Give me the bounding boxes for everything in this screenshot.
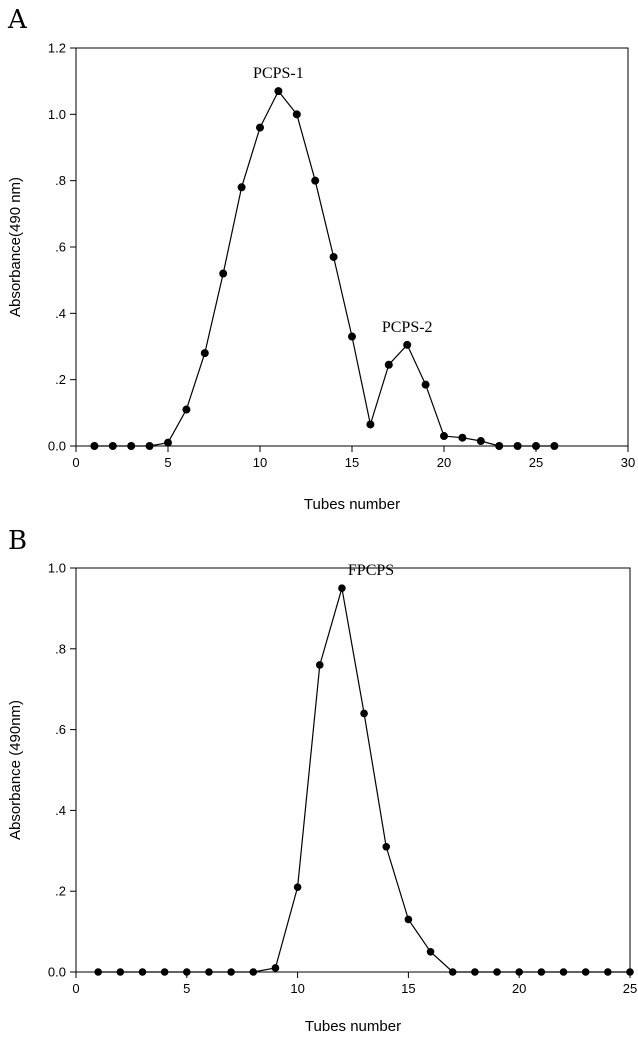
data-point [348,332,356,341]
data-point [360,709,368,718]
data-point [458,433,467,442]
peak-annotation: PCPS-2 [382,319,433,336]
data-point [626,968,634,976]
data-point [205,968,213,976]
data-point [495,442,504,450]
data-point [440,432,448,441]
data-point [127,442,136,450]
x-tick-label: 10 [290,981,304,996]
x-tick-label: 30 [621,455,635,470]
data-point [219,269,228,278]
x-tick-label: 15 [345,455,359,470]
y-tick-label: .6 [55,722,66,737]
data-point [164,438,172,447]
data-point [293,883,302,891]
data-point [271,964,280,972]
data-point [532,442,540,450]
data-point [249,968,258,976]
data-point [145,442,154,450]
data-point [292,110,301,119]
data-point [183,968,191,976]
y-tick-label: 1.0 [48,107,66,122]
chart-panel-b: B 0 5 10 15 20 25 0.0 .2 .4 .6 .8 1.0 Tubes number Abs… [7,526,637,1035]
data-point [384,360,393,369]
data-point [182,405,191,414]
plot-frame [75,567,631,973]
y-tick-label: .2 [55,884,66,899]
y-tick-label: .2 [55,372,66,387]
data-point [559,968,568,976]
y-axis-label: Absorbance (490nm) [7,700,24,840]
y-tick-label: .6 [55,240,66,255]
x-tick-label: 15 [401,981,415,996]
y-tick-label: 0.0 [48,965,66,980]
y-tick-label: .8 [55,173,66,188]
data-point [513,442,522,450]
peak-annotation: PCPS-1 [253,65,304,82]
data-point [94,968,102,976]
data-point [515,968,523,976]
data-point [471,968,479,976]
data-point [421,380,430,389]
peak-annotation: FPCPS [348,562,394,579]
data-point [382,842,391,851]
y-tick-label: 1.0 [48,561,66,576]
data-point [90,442,99,450]
data-point [200,349,209,358]
data-point [338,584,346,592]
data-point [116,968,125,976]
x-axis-label: Tubes number [304,496,400,513]
x-tick-label: 20 [437,455,451,470]
y-axis-label: Absorbance(490 nm) [7,177,24,317]
data-point [329,252,338,261]
data-point [138,968,147,976]
chart-panel-a: A 0 5 10 15 20 25 30 0.0 .2 .4 .6 .8 1.0 1.2 Tubes numb… [7,5,635,513]
data-point [237,183,246,192]
data-point [403,340,412,349]
y-tick-label: 0.0 [48,439,66,454]
data-point [256,123,264,132]
data-point [426,948,435,956]
panel-label: A [7,5,28,35]
data-point [476,437,485,446]
data-point [493,968,501,976]
y-tick-label: .8 [55,641,66,656]
x-tick-label: 25 [623,981,637,996]
x-tick-label: 25 [529,455,543,470]
x-tick-label: 10 [253,455,267,470]
series-line [94,89,555,447]
data-point [315,661,324,669]
data-point [581,968,590,976]
x-tick-label: 0 [72,981,79,996]
y-tick-label: 1.2 [48,41,66,56]
data-point [160,968,169,976]
x-axis-label: Tubes number [305,1018,401,1035]
x-tick-label: 5 [164,455,171,470]
data-point [311,176,320,185]
y-tick-label: .4 [55,803,66,818]
data-point [108,442,117,450]
data-point [448,968,457,976]
data-point [537,968,546,976]
series-line [98,588,630,973]
x-tick-label: 20 [512,981,526,996]
data-point [274,87,283,96]
data-point [366,420,375,429]
data-point [227,968,235,976]
x-tick-label: 5 [183,981,190,996]
data-point [404,915,413,924]
y-tick-label: .4 [55,306,66,321]
plot-frame [75,47,629,447]
panel-label: B [8,526,27,556]
data-point [604,968,612,976]
data-point [550,442,559,450]
x-tick-label: 0 [72,455,79,470]
